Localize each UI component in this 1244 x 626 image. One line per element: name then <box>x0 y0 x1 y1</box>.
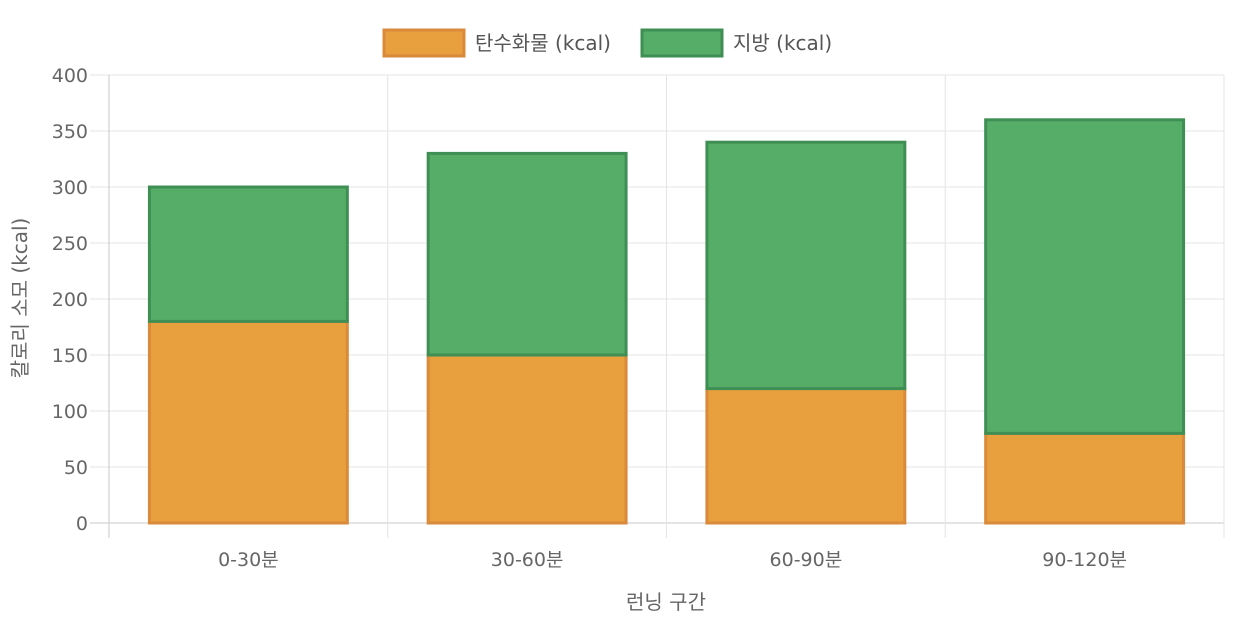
y-tick-label: 50 <box>64 457 88 479</box>
y-tick-label: 200 <box>52 289 88 311</box>
y-axis-title: 칼로리 소모 (kcal) <box>8 218 32 379</box>
y-tick-label: 400 <box>52 65 88 87</box>
x-tick-label: 0-30분 <box>218 549 279 571</box>
legend-swatch-fat <box>640 28 724 58</box>
x-tick-label: 30-60분 <box>491 549 564 571</box>
y-tick-label: 350 <box>52 121 88 143</box>
bar-segment-carbohydrate-2[interactable] <box>426 353 628 525</box>
bar-segment-carbohydrate-1[interactable] <box>147 319 349 525</box>
y-tick-label: 250 <box>52 233 88 255</box>
y-tick-label: 300 <box>52 177 88 199</box>
bar-segment-fat-1[interactable] <box>147 185 349 323</box>
x-tick-label: 60-90분 <box>770 549 843 571</box>
legend-swatch-carbohydrate <box>382 28 466 58</box>
y-tick-label: 150 <box>52 345 88 367</box>
legend: 탄수화물 (kcal) 지방 (kcal) <box>382 28 832 58</box>
y-tick-label: 100 <box>52 401 88 423</box>
y-tick-label: 0 <box>76 513 88 535</box>
x-tick-label: 90-120분 <box>1042 549 1127 571</box>
x-axis-title: 런닝 구간 <box>626 590 706 614</box>
bar-segment-carbohydrate-3[interactable] <box>705 387 907 525</box>
legend-label-fat: 지방 (kcal) <box>733 31 832 55</box>
bars <box>147 118 1186 525</box>
legend-item-carbohydrate[interactable]: 탄수화물 (kcal) <box>382 28 611 58</box>
bar-segment-fat-3[interactable] <box>705 140 907 391</box>
bar-segment-fat-4[interactable] <box>984 118 1186 435</box>
bar-segment-fat-2[interactable] <box>426 151 628 357</box>
legend-label-carbohydrate: 탄수화물 (kcal) <box>475 31 611 55</box>
y-axis-tick-labels: 0 50 100 150 200 250 300 350 400 <box>52 65 88 535</box>
bar-segment-carbohydrate-4[interactable] <box>984 431 1186 525</box>
x-axis-tick-labels: 0-30분 30-60분 60-90분 90-120분 <box>218 549 1127 571</box>
legend-item-fat[interactable]: 지방 (kcal) <box>640 28 832 58</box>
